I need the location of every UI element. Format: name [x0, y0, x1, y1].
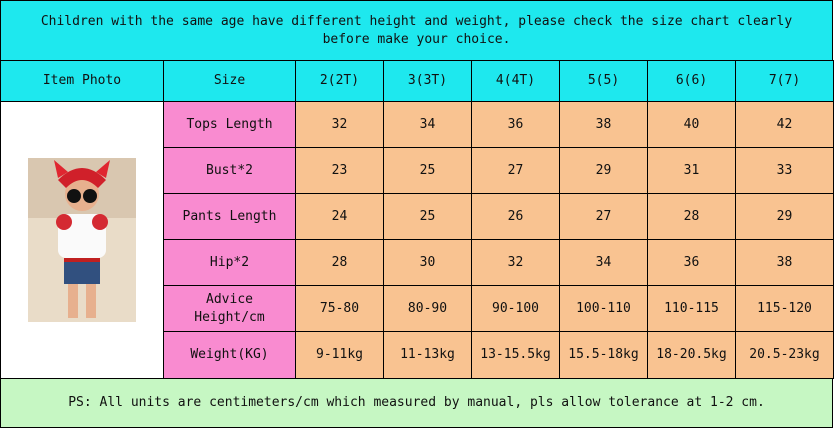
- value-cell: 28: [295, 239, 384, 286]
- header-cell: 3(3T): [383, 60, 472, 102]
- value-cell: 115-120: [735, 285, 834, 332]
- row-label: Bust*2: [163, 147, 296, 194]
- value-cell: 31: [647, 147, 736, 194]
- value-cell: 9-11kg: [295, 331, 384, 379]
- value-cell: 26: [471, 193, 560, 240]
- value-cell: 13-15.5kg: [471, 331, 560, 379]
- header-cell: Size: [163, 60, 296, 102]
- value-cell: 27: [471, 147, 560, 194]
- value-cell: 11-13kg: [383, 331, 472, 379]
- value-cell: 100-110: [559, 285, 648, 332]
- row-label: Pants Length: [163, 193, 296, 240]
- value-cell: 33: [735, 147, 834, 194]
- header-cell: 6(6): [647, 60, 736, 102]
- value-cell: 38: [559, 101, 648, 148]
- value-cell: 36: [647, 239, 736, 286]
- value-cell: 42: [735, 101, 834, 148]
- header-cell: 5(5): [559, 60, 648, 102]
- item-photo: [28, 158, 136, 322]
- value-cell: 34: [383, 101, 472, 148]
- row-label: Tops Length: [163, 101, 296, 148]
- value-cell: 38: [735, 239, 834, 286]
- value-cell: 32: [471, 239, 560, 286]
- value-cell: 15.5-18kg: [559, 331, 648, 379]
- row-label: Weight(KG): [163, 331, 296, 379]
- notice: Children with the same age have differen…: [0, 0, 833, 61]
- photo-cell: [0, 101, 164, 379]
- value-cell: 75-80: [295, 285, 384, 332]
- value-cell: 110-115: [647, 285, 736, 332]
- value-cell: 20.5-23kg: [735, 331, 834, 379]
- value-cell: 40: [647, 101, 736, 148]
- value-cell: 27: [559, 193, 648, 240]
- value-cell: 25: [383, 193, 472, 240]
- header-cell: 7(7): [735, 60, 834, 102]
- header-cell: 4(4T): [471, 60, 560, 102]
- value-cell: 23: [295, 147, 384, 194]
- value-cell: 29: [735, 193, 834, 240]
- value-cell: 29: [559, 147, 648, 194]
- value-cell: 24: [295, 193, 384, 240]
- value-cell: 28: [647, 193, 736, 240]
- value-cell: 30: [383, 239, 472, 286]
- row-label: Hip*2: [163, 239, 296, 286]
- footer: PS: All units are centimeters/cm which m…: [0, 378, 833, 428]
- value-cell: 18-20.5kg: [647, 331, 736, 379]
- header-cell: 2(2T): [295, 60, 384, 102]
- value-cell: 90-100: [471, 285, 560, 332]
- value-cell: 32: [295, 101, 384, 148]
- value-cell: 25: [383, 147, 472, 194]
- value-cell: 34: [559, 239, 648, 286]
- value-cell: 80-90: [383, 285, 472, 332]
- value-cell: 36: [471, 101, 560, 148]
- row-label: Advice Height/cm: [163, 285, 296, 332]
- header-cell: Item Photo: [0, 60, 164, 102]
